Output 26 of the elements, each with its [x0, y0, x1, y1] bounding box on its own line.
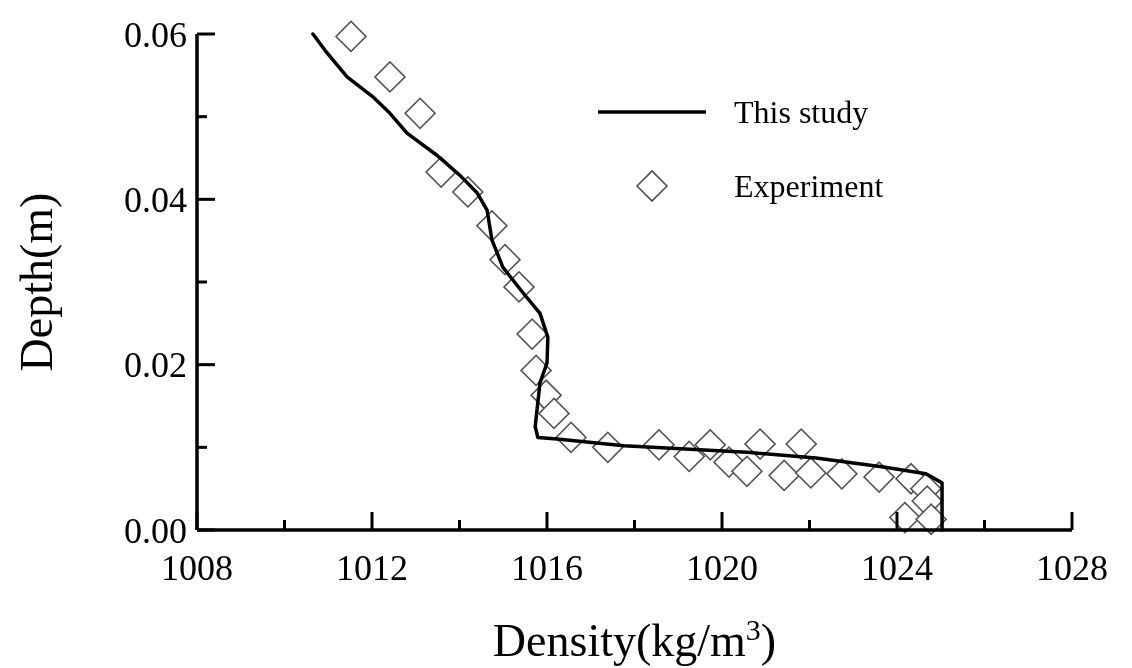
legend-label: This study	[734, 94, 869, 131]
point	[768, 459, 800, 492]
y-tick-label: 0.06	[124, 14, 187, 55]
point	[863, 461, 895, 493]
point	[538, 397, 570, 430]
point	[404, 97, 436, 130]
text: 0.00	[124, 510, 187, 551]
x-tick-label: 1028	[1036, 548, 1108, 588]
x-tick-label: 1020	[686, 548, 758, 588]
x-tick-label: 1024	[861, 548, 933, 588]
point	[826, 457, 858, 490]
x-tick-label: 1008	[161, 548, 233, 588]
point	[374, 61, 406, 93]
point	[335, 20, 367, 53]
point	[785, 428, 817, 460]
point	[744, 428, 776, 460]
point	[731, 455, 763, 488]
point	[516, 318, 548, 350]
point	[795, 457, 827, 489]
x-axis-title: Density(kg/m$^{3}$)	[492, 612, 777, 666]
y-axis-title: Depth(m)	[11, 192, 62, 372]
x-tick-label: 1016	[511, 548, 583, 588]
x-tick-label: 1012	[336, 548, 408, 588]
legend-label: Experiment	[734, 168, 884, 205]
y-tick-label: 0.02	[124, 345, 187, 386]
y-tick-label: 0.04	[124, 179, 187, 220]
